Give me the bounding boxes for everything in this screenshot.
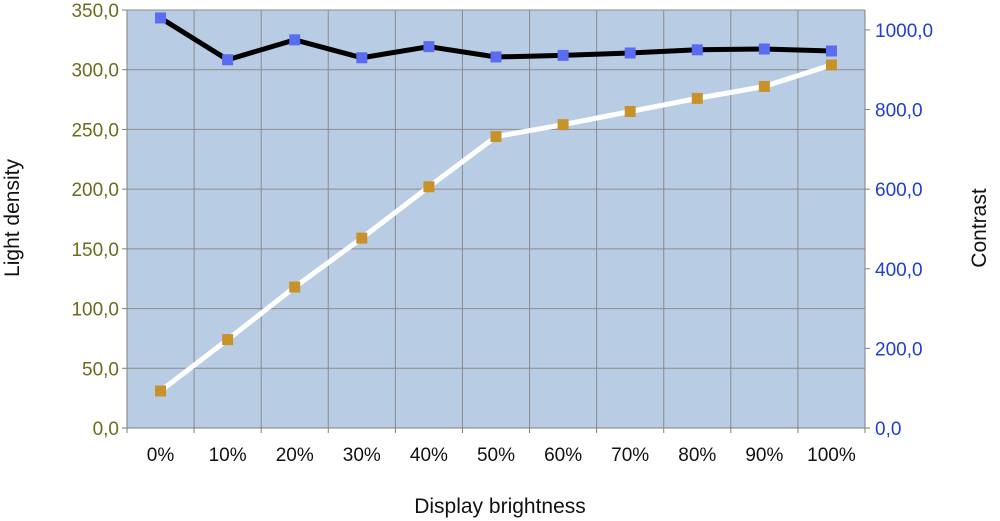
- x-tick-label: 10%: [209, 445, 247, 466]
- series-2-point: [423, 41, 435, 53]
- right-axis-label: Contrast: [968, 188, 991, 268]
- series-1-point: [557, 119, 569, 131]
- series-2-point: [490, 51, 502, 63]
- x-tick-label: 80%: [678, 445, 716, 466]
- tick-labels: 0,0 50,0 100,0 150,0 200,0 250,0 300,0 350,0 0,0…: [71, 1, 933, 466]
- left-tick-label: 0,0: [93, 419, 119, 440]
- x-tick-label: 60%: [544, 445, 582, 466]
- left-tick-label: 200,0: [71, 180, 119, 201]
- series-2-point: [624, 47, 636, 59]
- right-tick-label: 0,0: [875, 419, 901, 440]
- x-tick-label: 20%: [276, 445, 314, 466]
- x-tick-label: 70%: [611, 445, 649, 466]
- right-tick-label: 600,0: [875, 180, 923, 201]
- left-axis-label: Light density: [1, 159, 24, 277]
- left-tick-label: 300,0: [71, 61, 119, 82]
- left-tick-label: 150,0: [71, 240, 119, 261]
- x-tick-label: 50%: [477, 445, 515, 466]
- x-tick-label: 40%: [410, 445, 448, 466]
- series-2-point: [758, 43, 770, 55]
- right-tick-label: 1000,0: [875, 21, 933, 42]
- series-2-point: [691, 44, 703, 56]
- left-tick-label: 350,0: [71, 1, 119, 22]
- axes: [122, 9, 870, 433]
- right-tick-label: 800,0: [875, 101, 923, 122]
- right-tick-label: 400,0: [875, 260, 923, 281]
- x-tick-label: 90%: [745, 445, 783, 466]
- series-1-point: [825, 59, 837, 71]
- left-tick-label: 100,0: [71, 300, 119, 321]
- series-2-point: [557, 49, 569, 61]
- plot-area: [127, 10, 865, 428]
- series-2-point: [825, 45, 837, 57]
- series-2-point: [289, 34, 301, 46]
- series-1-point: [289, 281, 301, 293]
- left-tick-label: 250,0: [71, 120, 119, 141]
- series-2-point: [155, 12, 167, 24]
- series-1-point: [624, 106, 636, 118]
- series-1-point: [490, 131, 502, 143]
- x-tick-label: 100%: [807, 445, 856, 466]
- left-tick-label: 50,0: [82, 359, 119, 380]
- series-2-point: [356, 52, 368, 64]
- series-1-point: [423, 181, 435, 193]
- x-axis-label: Display brightness: [414, 495, 586, 518]
- x-tick-label: 0%: [147, 445, 175, 466]
- x-tick-label: 30%: [343, 445, 381, 466]
- series-2-point: [222, 54, 234, 66]
- series-1-point: [155, 385, 167, 397]
- series-1-point: [222, 334, 234, 346]
- series-1-point: [691, 92, 703, 104]
- series-1-point: [356, 232, 368, 244]
- series-1-point: [758, 80, 770, 92]
- right-tick-label: 200,0: [875, 339, 923, 360]
- grid-lines: [126, 9, 866, 429]
- series-layer: [155, 12, 837, 397]
